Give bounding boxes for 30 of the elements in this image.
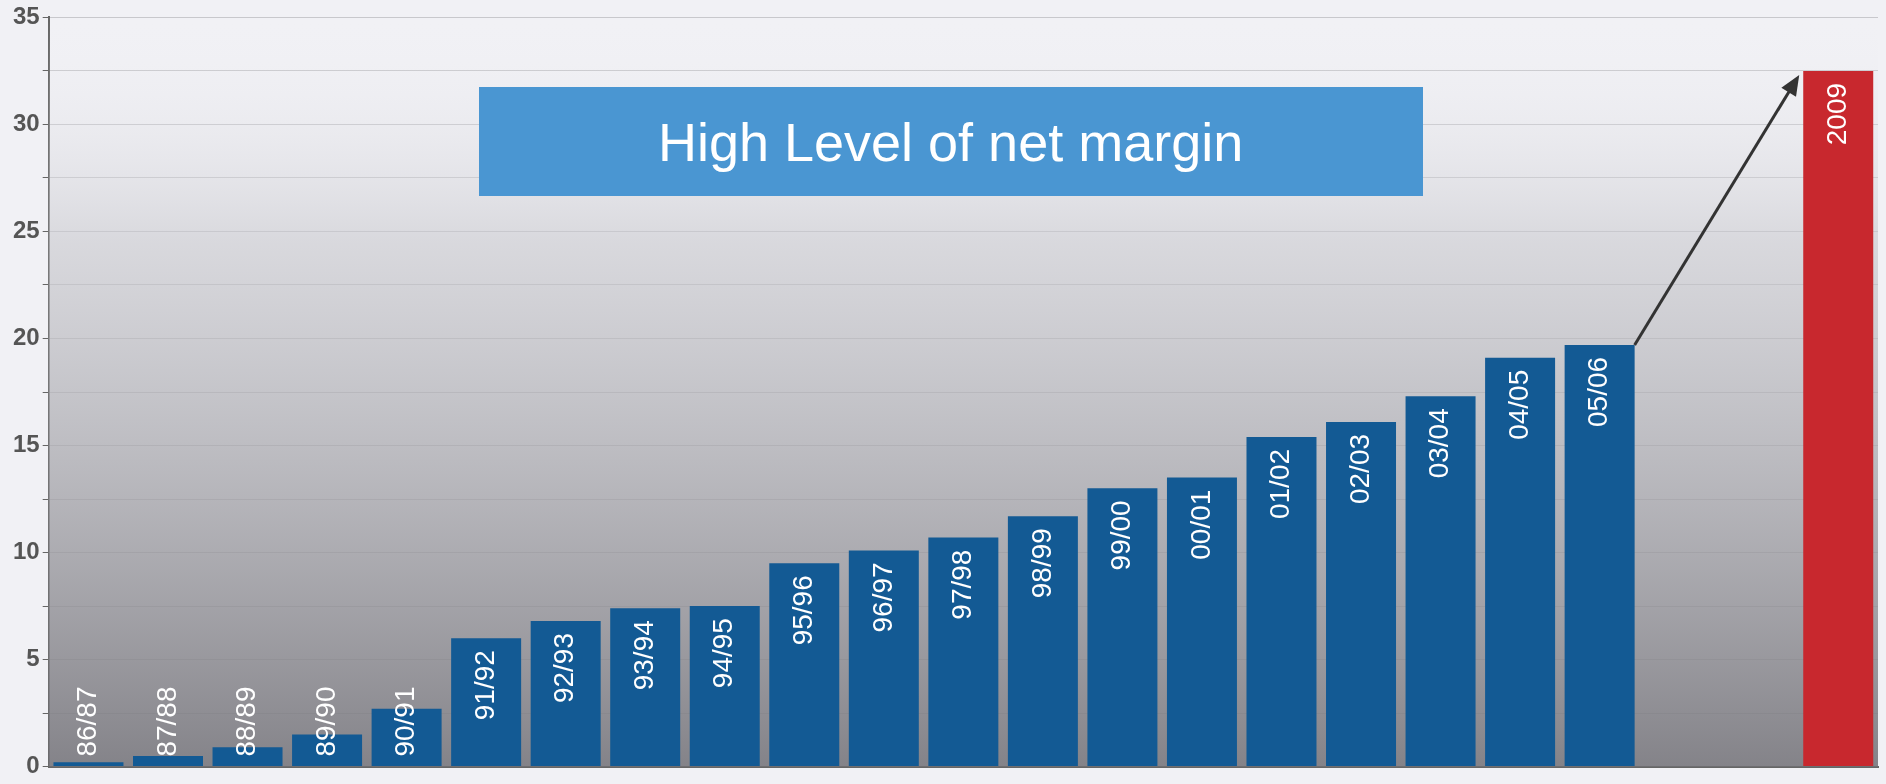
x-tick-label: 88/89 [230,686,262,757]
x-tick-label: 92/93 [548,633,580,704]
x-tick-label: 01/02 [1264,448,1296,520]
x-tick-label: 02/03 [1343,433,1375,505]
x-tick-label: 93/94 [627,620,659,691]
x-tick-label: 98/99 [1025,528,1057,599]
note-box: High Level of net margin [478,87,1423,196]
y-tick-label: 20 [12,323,40,351]
y-tick-label: 0 [26,751,40,779]
x-tick-label: 87/88 [150,686,182,757]
y-tick-label: 25 [12,216,40,244]
y-tick-label: 5 [26,644,40,672]
x-tick-label: 03/04 [1423,408,1455,479]
y-tick-label: 10 [12,537,40,565]
x-tick-label: 96/97 [866,562,898,633]
x-tick-label: 89/90 [309,686,341,757]
x-tick-label: 00/01 [1184,489,1216,560]
x-tick-label: 91/92 [468,650,500,721]
x-tick-label: 86/87 [71,686,103,757]
x-tick-label: 94/95 [707,618,739,689]
x-tick-label: 05/06 [1582,356,1614,427]
x-tick-label: 99/00 [1105,500,1137,571]
y-tick-label: 15 [12,430,40,458]
y-tick-label: 30 [12,109,40,137]
x-tick-label: 04/05 [1502,369,1534,440]
x-tick-label: 90/91 [389,686,421,757]
x-tick-label: 97/98 [946,549,978,620]
x-tick-label: 95/96 [787,575,818,646]
x-tick-label: 2009 [1820,82,1852,146]
y-tick-label: 35 [12,2,40,30]
